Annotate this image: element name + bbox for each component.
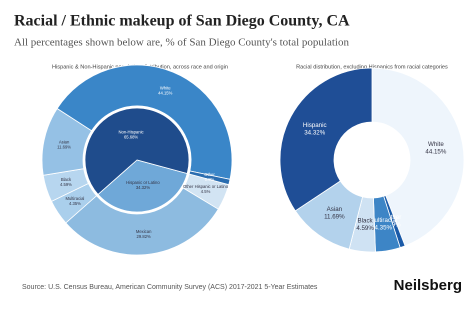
- slice-value: 4.35%: [375, 224, 393, 231]
- slice: [188, 170, 231, 186]
- slice-value: 34.32%: [136, 185, 150, 190]
- chart-title: Racial distribution, excluding Hispanics…: [296, 64, 448, 70]
- slice-label: Other Hispanic or Latino: [183, 184, 229, 189]
- slice-label: Multiracial: [369, 217, 397, 224]
- slice-value: 65.68%: [124, 134, 138, 139]
- slice: [371, 67, 465, 247]
- slice-value: 4.5%: [201, 189, 211, 194]
- source: Source: U.S. Census Bureau, American Com…: [22, 284, 318, 291]
- slice: [84, 107, 190, 195]
- slice-label: Asian: [327, 206, 343, 213]
- slice-value: 4.59%: [60, 182, 72, 187]
- slice-value: 29.82%: [137, 234, 151, 239]
- slice-value: 34.32%: [304, 130, 325, 137]
- slice-value: 4.59%: [356, 225, 374, 232]
- title: Racial / Ethnic makeup of San Diego Coun…: [14, 13, 350, 30]
- subtitle: All percentages shown below are, % of Sa…: [14, 37, 349, 49]
- slice-label: Other: [386, 214, 401, 221]
- slice-value: 4.35%: [69, 201, 81, 206]
- slice-value: 11.69%: [57, 144, 71, 149]
- slice-label: Hispanic or Latino: [126, 180, 160, 185]
- slice-label: Mexican: [136, 229, 152, 234]
- slice: [97, 159, 188, 213]
- slice-value: 44.15%: [158, 91, 172, 96]
- slice-value: 44.15%: [425, 148, 446, 155]
- slice-label: White: [160, 86, 171, 91]
- slice: [65, 187, 219, 256]
- slice-label: White: [428, 141, 444, 148]
- slice: [279, 67, 373, 212]
- slice-label: Hispanic: [303, 122, 327, 129]
- slice-label: Multiracial: [66, 196, 85, 201]
- brand: Neilsberg: [394, 277, 462, 294]
- slice-value: 0.9%: [205, 177, 215, 182]
- slice-label: Other: [204, 172, 215, 177]
- slice-label: Black: [61, 177, 72, 182]
- slice-value: 11.69%: [324, 213, 345, 220]
- slice-label: Asian: [59, 139, 70, 144]
- slice-label: Black: [358, 218, 374, 225]
- slice-label: Non-Hispanic: [118, 129, 143, 134]
- slice-value: 0.9%: [387, 222, 402, 229]
- slice: [56, 64, 233, 180]
